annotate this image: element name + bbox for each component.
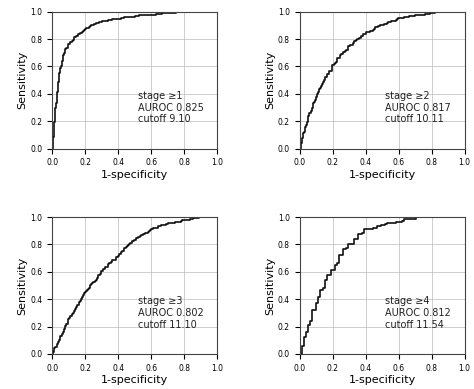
Y-axis label: Sensitivity: Sensitivity	[265, 51, 275, 109]
Text: stage ≥2
AUROC 0.817
cutoff 10.11: stage ≥2 AUROC 0.817 cutoff 10.11	[385, 91, 451, 124]
Y-axis label: Sensitivity: Sensitivity	[18, 51, 27, 109]
X-axis label: 1-specificity: 1-specificity	[101, 375, 168, 385]
Y-axis label: Sensitivity: Sensitivity	[265, 256, 275, 315]
Text: stage ≥4
AUROC 0.812
cutoff 11.54: stage ≥4 AUROC 0.812 cutoff 11.54	[385, 296, 451, 329]
X-axis label: 1-specificity: 1-specificity	[101, 170, 168, 180]
Text: stage ≥3
AUROC 0.802
cutoff 11.10: stage ≥3 AUROC 0.802 cutoff 11.10	[138, 296, 204, 329]
X-axis label: 1-specificity: 1-specificity	[348, 375, 416, 385]
X-axis label: 1-specificity: 1-specificity	[348, 170, 416, 180]
Text: stage ≥1
AUROC 0.825
cutoff 9.10: stage ≥1 AUROC 0.825 cutoff 9.10	[138, 91, 204, 124]
Y-axis label: Sensitivity: Sensitivity	[18, 256, 27, 315]
